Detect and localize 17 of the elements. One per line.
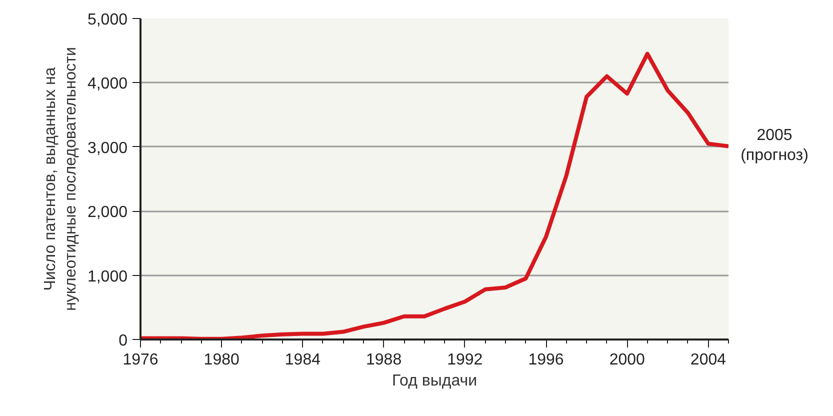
y-tick-label: 3,000 <box>87 140 128 157</box>
y-tick-label: 4,000 <box>87 76 128 93</box>
x-tick-label: 2004 <box>690 352 726 368</box>
annotation: 2005 (прогноз) <box>740 126 808 166</box>
x-tick-label: 1980 <box>204 352 240 368</box>
y-tick-label: 1,000 <box>87 268 128 286</box>
x-tick-label: 2000 <box>609 352 646 368</box>
y-tick-label: 2,000 <box>87 204 128 222</box>
x-axis-title: Год выдачи <box>392 372 478 390</box>
x-tick-label: 1992 <box>447 352 483 368</box>
y-axis-title: Число патентов, выданных на нуклеотидные последовательности <box>42 47 80 311</box>
x-tick-label: 1996 <box>528 352 564 368</box>
x-tick-label: 1976 <box>122 352 158 368</box>
x-tick-label: 1984 <box>284 352 321 368</box>
x-tick-label: 1988 <box>366 352 402 368</box>
y-tick-label: 0 <box>118 332 128 350</box>
y-tick-label: 5,000 <box>87 12 128 28</box>
